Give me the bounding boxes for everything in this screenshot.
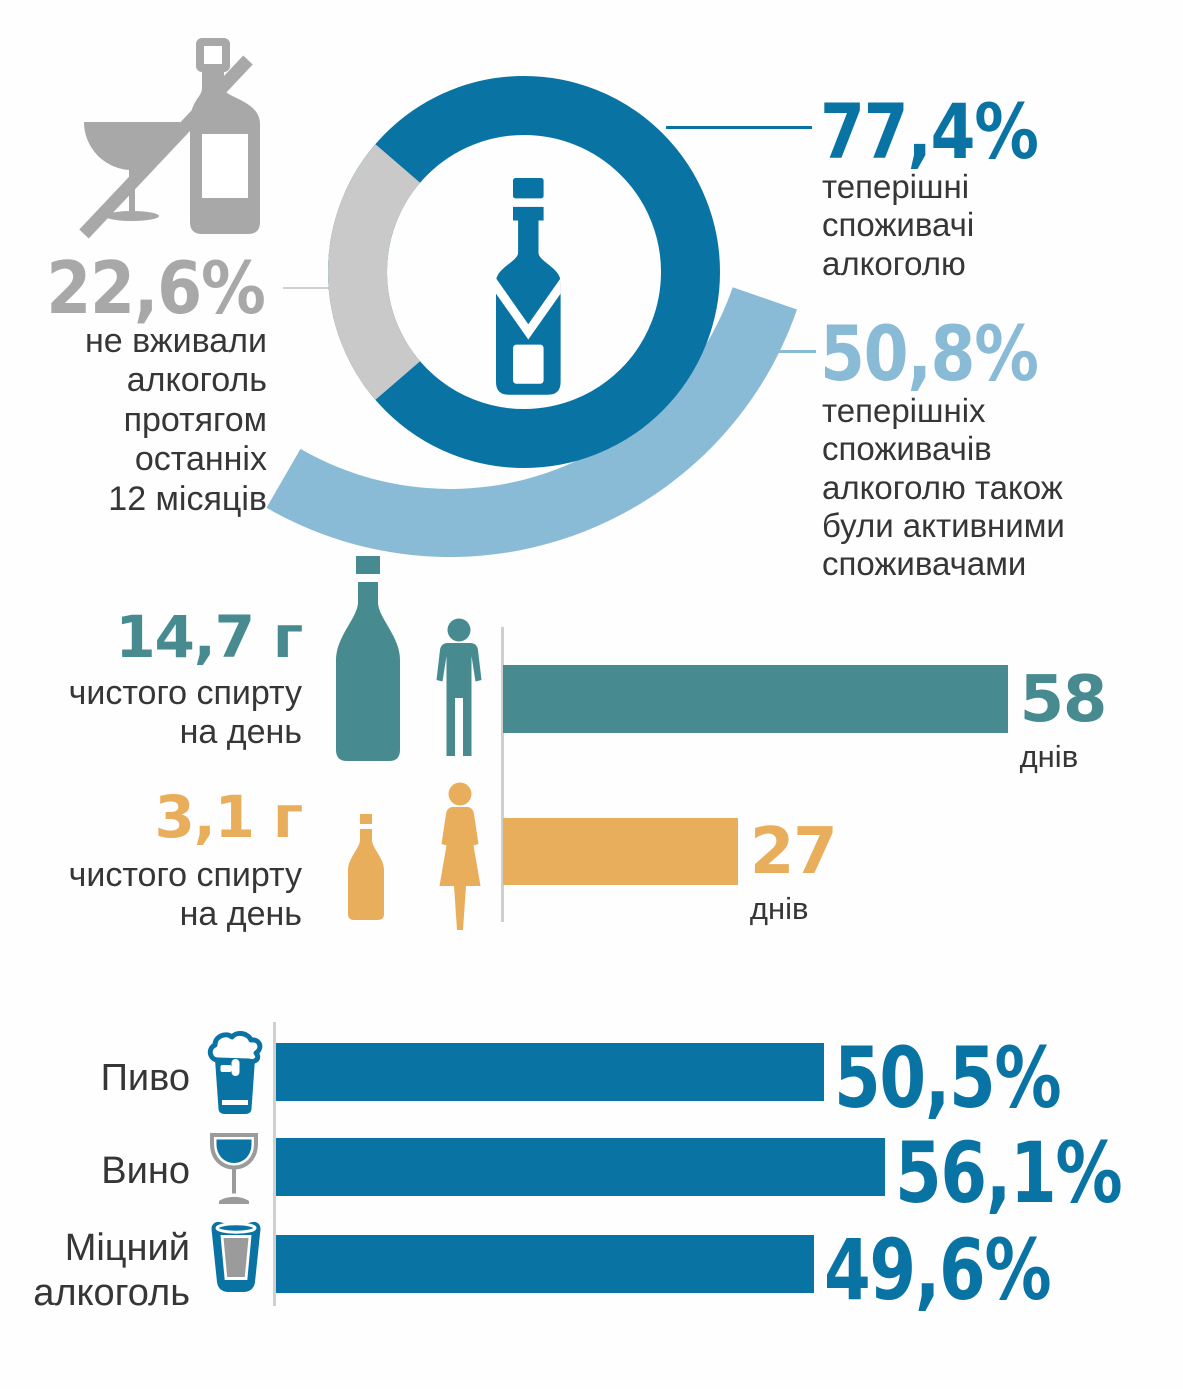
beverage-axis-line (273, 1022, 276, 1306)
donut-abstainers-segment (328, 144, 421, 400)
wine-value: 56,1% (894, 1124, 1123, 1222)
male-amount-value: 14,7 г (115, 603, 303, 671)
wine-bar (276, 1138, 885, 1196)
donut-active-arc (266, 287, 797, 557)
consumption-axis-line (501, 627, 504, 922)
abstainers-value: 22,6% (46, 246, 267, 330)
abstainers-description: не вживали алкоголь протягом останніх 12… (85, 322, 267, 518)
male-days-value: 58 (1019, 663, 1108, 737)
male-days-label: 58 днів (1019, 663, 1108, 775)
active-value: 50,8% (820, 309, 1039, 398)
wine-bottle-icon-male (336, 556, 400, 761)
female-days-bar (503, 818, 738, 885)
current-connector-line (666, 126, 812, 129)
male-days-unit: днів (1019, 739, 1079, 774)
beer-glass-icon (207, 1030, 263, 1114)
beer-bar (276, 1043, 824, 1101)
current-description: теперішні споживачі алкоголю (822, 168, 975, 282)
man-icon (436, 618, 482, 756)
active-connector-line (772, 350, 816, 353)
beer-value: 50,5% (833, 1029, 1062, 1127)
beverage-label-wine: Вино (101, 1150, 190, 1192)
female-amount-value: 3,1 г (154, 783, 304, 851)
champagne-bottle-icon (496, 178, 561, 395)
male-days-bar (503, 665, 1008, 733)
no-alcohol-icon (79, 38, 260, 239)
abstainers-connector-line (283, 287, 337, 289)
spirits-bar (276, 1235, 815, 1293)
beverage-label-beer: Пиво (100, 1057, 190, 1099)
active-description: теперішніх споживачів алкоголю також бул… (822, 392, 1065, 583)
female-days-value: 27 (749, 815, 838, 889)
wine-glass-icon (210, 1133, 258, 1204)
donut-chart (266, 76, 797, 557)
current-value: 77,4% (820, 87, 1039, 176)
female-days-label: 27 днів (749, 815, 838, 927)
male-amount-description: чистого спирту на день (68, 674, 302, 752)
shot-glass-icon (211, 1221, 261, 1292)
wine-bottle-icon-female (348, 814, 384, 920)
woman-icon (439, 782, 481, 930)
beverage-label-spirits: Міцний алкоголь (33, 1227, 190, 1314)
female-days-unit: днів (749, 891, 809, 926)
spirits-value: 49,6% (824, 1221, 1052, 1319)
female-amount-description: чистого спирту на день (68, 856, 302, 934)
